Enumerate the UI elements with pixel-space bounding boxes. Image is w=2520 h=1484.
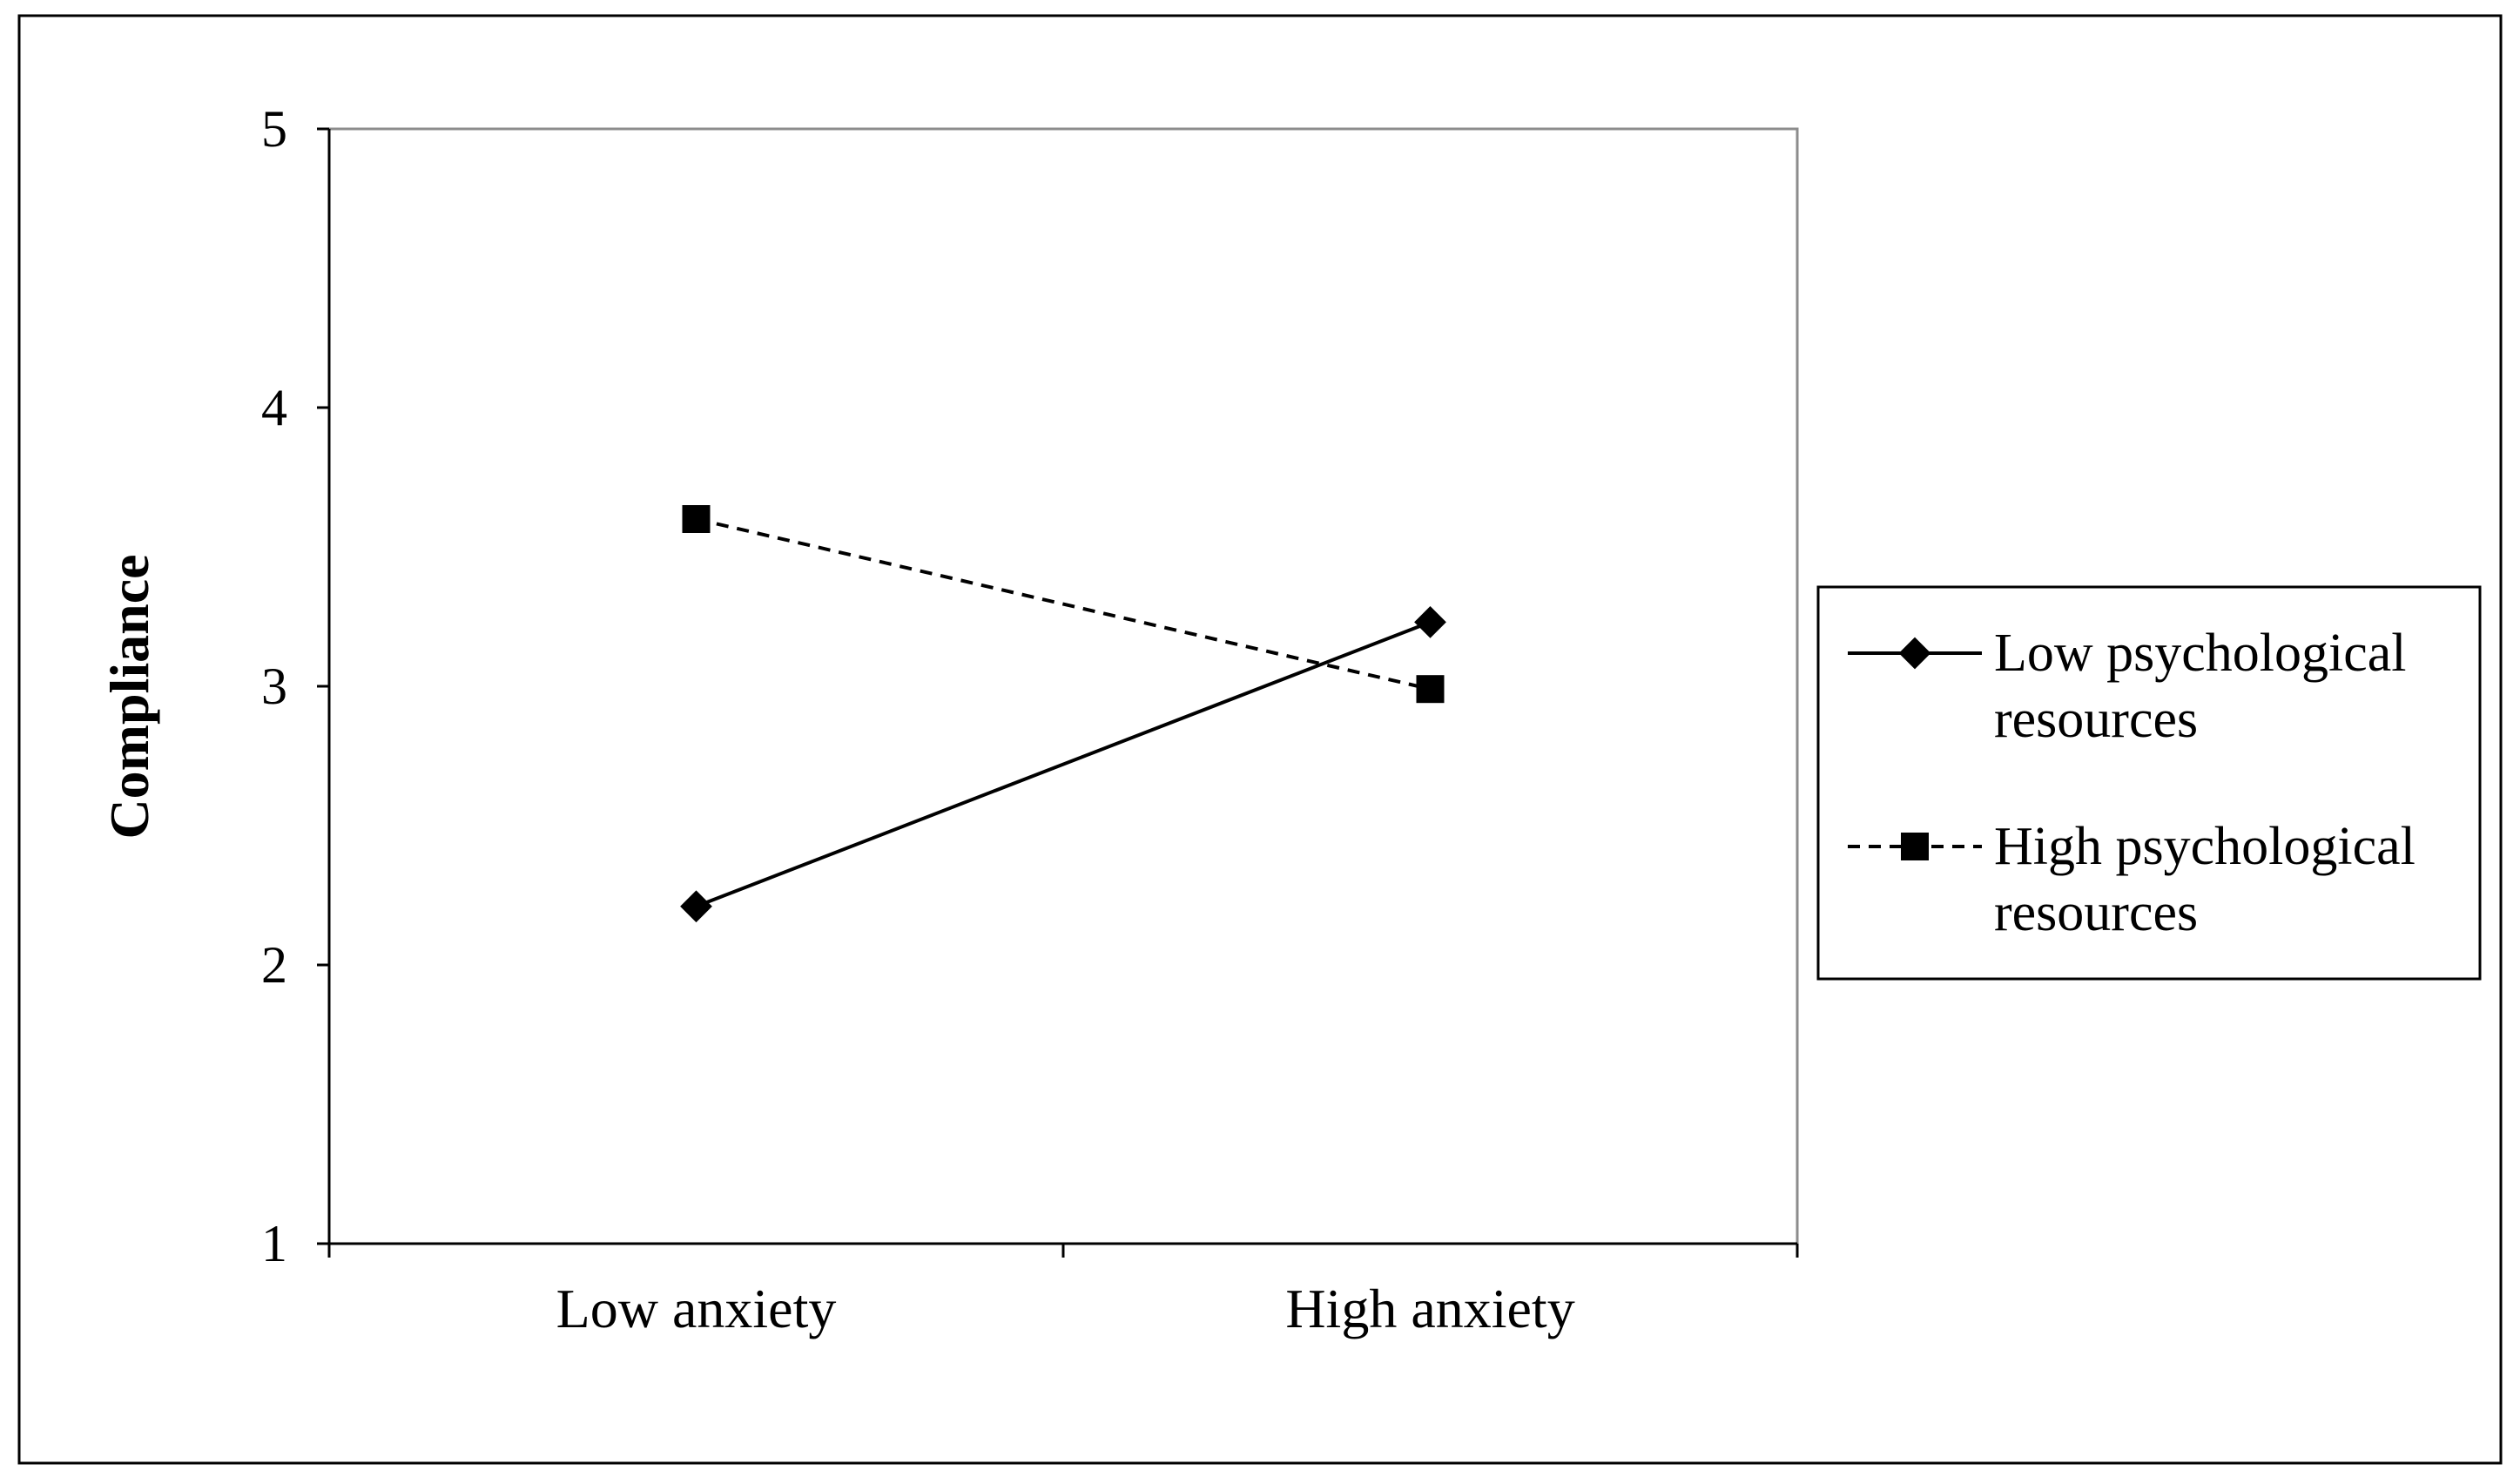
data-point-square — [1416, 675, 1445, 704]
legend-high-label-line2: resources — [1994, 883, 2198, 942]
legend-item-high: High psychological resources — [1848, 817, 2416, 942]
y-axis-label: Compliance — [98, 554, 160, 839]
y-tick-label: 5 — [261, 100, 287, 158]
legend-item-low: Low psychological resources — [1848, 624, 2407, 749]
series-line-1 — [696, 517, 1431, 691]
data-point-diamond — [1414, 606, 1446, 638]
y-tick-label: 4 — [261, 379, 287, 436]
legend-low-diamond — [1898, 637, 1931, 670]
legend-high-label-line1: High psychological — [1994, 817, 2416, 876]
y-tick-label: 1 — [261, 1215, 287, 1272]
legend-high-square — [1901, 833, 1929, 860]
x-tick-label: High anxiety — [1285, 1278, 1574, 1339]
legend-low-label-line1: Low psychological — [1994, 624, 2407, 683]
series-line-0 — [695, 620, 1432, 908]
y-tick-label: 2 — [261, 936, 287, 994]
y-tick-label: 3 — [261, 658, 287, 715]
legend: Low psychological resources High psychol… — [1816, 585, 2482, 981]
data-point-diamond — [680, 890, 712, 923]
data-point-square — [682, 505, 711, 533]
legend-low-label-line2: resources — [1994, 690, 2198, 749]
x-tick-label: Low anxiety — [556, 1278, 837, 1339]
